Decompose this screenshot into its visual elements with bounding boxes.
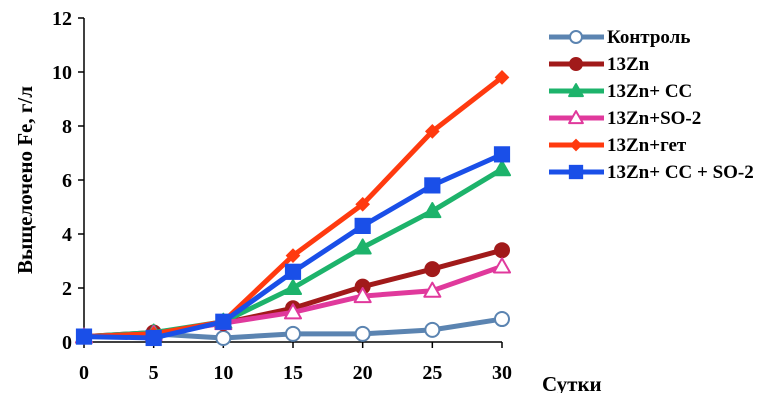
data-point — [355, 196, 371, 212]
data-point — [353, 287, 372, 304]
x-tick-label: 15 — [283, 362, 303, 384]
data-point — [494, 70, 510, 85]
data-point — [354, 325, 371, 342]
data-point — [283, 278, 303, 296]
legend-item: 13Zn+гет — [549, 135, 687, 156]
x-tick-label: 0 — [79, 362, 89, 384]
legend: Контроль 13Zn 13Zn+ CC 13Zn+SO-2 13Zn+гет 13Z… — [549, 27, 754, 183]
y-tick-label: 2 — [62, 278, 72, 300]
y-tick-label: 6 — [62, 170, 72, 192]
data-point — [75, 328, 93, 345]
data-point — [492, 160, 512, 177]
legend-label: Контроль — [607, 27, 690, 48]
x-ticks: 0 5 10 15 20 25 30 — [79, 342, 512, 384]
x-tick-label: 10 — [213, 362, 233, 384]
data-point — [492, 257, 512, 274]
y-tick-label: 12 — [52, 8, 72, 30]
data-point — [145, 329, 162, 347]
legend-item: Контроль — [549, 27, 690, 48]
y-tick-label: 10 — [52, 62, 72, 84]
legend-item: 13Zn+ CC — [549, 81, 692, 102]
x-tick-label: 25 — [422, 362, 442, 384]
legend-marker — [569, 57, 583, 71]
legend-marker — [568, 164, 584, 180]
data-point — [354, 217, 371, 235]
data-point — [424, 321, 441, 338]
legend-marker — [569, 138, 583, 152]
y-tick-label: 0 — [62, 332, 72, 354]
data-point — [353, 238, 372, 255]
legend-item: 13Zn+SO-2 — [549, 108, 701, 129]
legend-label: 13Zn+ CC — [607, 81, 692, 102]
legend-label: 13Zn — [607, 54, 650, 75]
data-point — [215, 313, 232, 330]
data-point — [494, 242, 510, 259]
legend-marker — [568, 83, 584, 98]
series-5 — [75, 146, 511, 347]
legend-label: 13Zn+ CC + SO-2 — [607, 162, 754, 183]
legend-marker — [568, 110, 584, 125]
y-axis-title: Выщелочено Fe, г/л — [13, 86, 37, 274]
data-point — [215, 329, 232, 346]
legend-label: 13Zn+SO-2 — [607, 108, 701, 129]
data-point — [424, 124, 440, 139]
data-point — [423, 281, 442, 298]
y-tick-label: 4 — [62, 224, 72, 246]
data-point — [284, 263, 302, 280]
legend-marker — [569, 30, 583, 44]
data-point — [424, 261, 441, 278]
data-point — [494, 311, 510, 328]
x-tick-label: 30 — [492, 362, 512, 384]
x-tick-label: 20 — [353, 362, 373, 384]
data-point — [424, 177, 441, 194]
x-tick-label: 5 — [149, 362, 159, 384]
data-point — [283, 303, 303, 320]
data-point — [285, 248, 301, 263]
data-point — [423, 202, 442, 219]
data-point — [285, 325, 301, 342]
x-axis-title: Сутки — [542, 372, 602, 393]
legend-item: 13Zn+ CC + SO-2 — [549, 162, 754, 183]
legend-label: 13Zn+гет — [607, 135, 687, 156]
y-ticks: 0 2 4 6 8 10 12 — [52, 8, 84, 354]
legend-item: 13Zn — [549, 54, 650, 75]
data-point — [493, 146, 511, 163]
series-layer — [74, 70, 512, 347]
y-tick-label: 8 — [62, 116, 72, 138]
